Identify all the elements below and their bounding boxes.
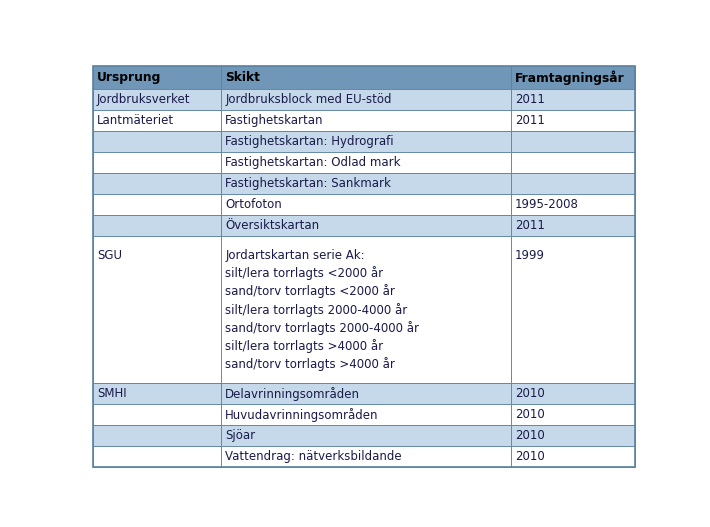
Text: SMHI: SMHI [97,387,126,400]
Bar [511,110,635,131]
Bar [93,152,222,173]
Text: Ortofoton: Ortofoton [225,198,282,211]
Bar [93,131,222,152]
Bar [511,131,635,152]
Text: Huvudavrinningsområden: Huvudavrinningsområden [225,408,379,422]
Bar [222,236,511,383]
Text: silt/lera torrlagts 2000-4000 år: silt/lera torrlagts 2000-4000 år [225,302,408,317]
Text: silt/lera torrlagts <2000 år: silt/lera torrlagts <2000 år [225,266,383,280]
Bar [222,425,511,446]
Bar [511,215,635,236]
Text: Fastighetskartan: Sankmark: Fastighetskartan: Sankmark [225,177,391,190]
Bar [222,404,511,425]
Bar [511,425,635,446]
Text: 2010: 2010 [515,429,545,442]
Bar [511,446,635,467]
Bar [222,173,511,194]
Text: sand/torv torrlagts <2000 år: sand/torv torrlagts <2000 år [225,285,395,298]
Bar [511,404,635,425]
Text: 2011: 2011 [515,114,545,127]
Bar [93,446,222,467]
Text: sand/torv torrlagts >4000 år: sand/torv torrlagts >4000 år [225,357,395,371]
Bar [222,66,511,89]
Text: 2010: 2010 [515,387,545,400]
Text: Fastighetskartan: Hydrografi: Fastighetskartan: Hydrografi [225,135,394,148]
Text: SGU: SGU [97,249,122,262]
Text: Översiktskartan: Översiktskartan [225,219,320,232]
Text: 1999: 1999 [515,249,545,262]
Bar [93,236,222,383]
Bar [222,383,511,404]
Text: Fastighetskartan: Odlad mark: Fastighetskartan: Odlad mark [225,156,401,169]
Bar [93,66,222,89]
Bar [93,194,222,215]
Bar [93,89,222,110]
Bar [511,236,635,383]
Text: Delavrinningsområden: Delavrinningsområden [225,387,361,401]
Text: Skikt: Skikt [225,71,260,84]
Bar [93,173,222,194]
Bar [93,110,222,131]
Bar [511,152,635,173]
Bar [511,89,635,110]
Text: Framtagningsår: Framtagningsår [515,71,625,85]
Bar [511,173,635,194]
Bar [511,383,635,404]
Bar [93,215,222,236]
Text: 2011: 2011 [515,93,545,106]
Text: sand/torv torrlagts 2000-4000 år: sand/torv torrlagts 2000-4000 år [225,321,420,335]
Bar [222,446,511,467]
Bar [222,131,511,152]
Text: 2010: 2010 [515,450,545,463]
Bar [93,383,222,404]
Text: Fastighetskartan: Fastighetskartan [225,114,324,127]
Text: 2011: 2011 [515,219,545,232]
Text: 2010: 2010 [515,408,545,421]
Text: Jordbruksverket: Jordbruksverket [97,93,190,106]
Bar [222,215,511,236]
Bar [511,66,635,89]
Bar [222,89,511,110]
Text: Sjöar: Sjöar [225,429,256,442]
Text: Jordbruksblock med EU-stöd: Jordbruksblock med EU-stöd [225,93,392,106]
Text: silt/lera torrlagts >4000 år: silt/lera torrlagts >4000 år [225,339,383,353]
Text: 1995-2008: 1995-2008 [515,198,579,211]
Bar [93,425,222,446]
Bar [93,404,222,425]
Text: Ursprung: Ursprung [97,71,161,84]
Bar [222,194,511,215]
Text: Vattendrag: nätverksbildande: Vattendrag: nätverksbildande [225,450,402,463]
Text: Jordartskartan serie Ak:: Jordartskartan serie Ak: [225,249,365,262]
Bar [222,110,511,131]
Bar [222,152,511,173]
Bar [511,194,635,215]
Text: Lantmäteriet: Lantmäteriet [97,114,174,127]
